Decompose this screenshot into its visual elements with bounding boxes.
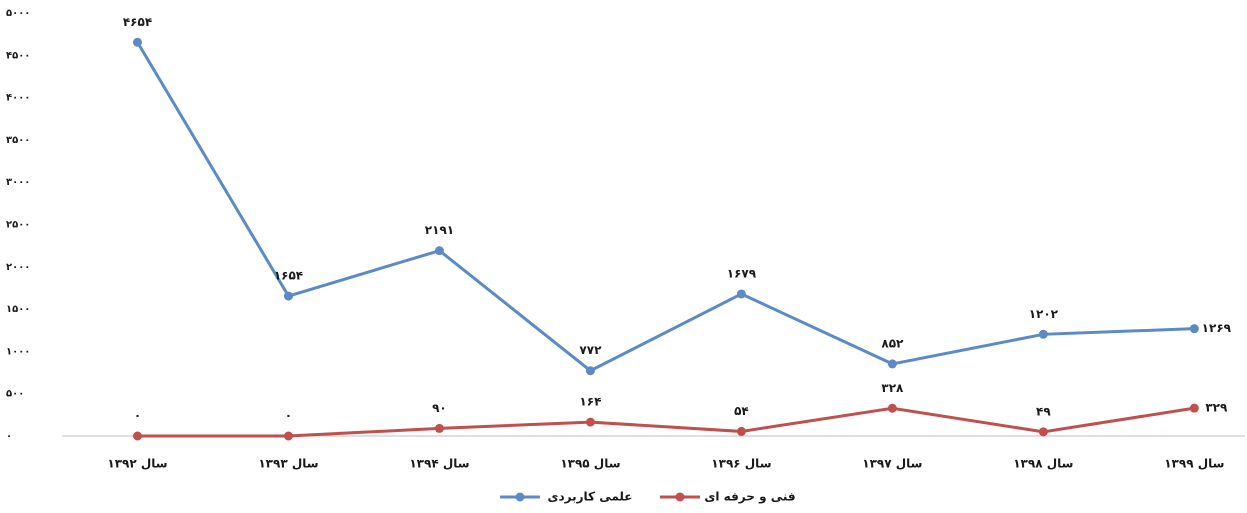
y-tick-label: ۴۰۰۰ [6,93,30,104]
x-tick-label: سال ۱۳۹۴ [409,457,469,471]
data-label: ۴۶۵۴ [123,15,152,29]
y-tick-label: ۱۵۰۰ [6,304,30,315]
y-tick-label: ۱۰۰۰ [6,346,30,357]
data-label: ۴۹ [1036,404,1051,418]
data-point [736,426,746,436]
data-point [585,366,595,376]
data-label: ۳۲۹ [1205,401,1228,415]
legend-marker [675,492,685,502]
data-point [1038,427,1048,437]
x-tick-label: سال ۱۳۹۵ [560,457,620,471]
y-tick-label: ۵۰۰ [6,389,24,400]
y-tick-label: ۳۵۰۰ [6,135,30,146]
data-point [283,291,293,301]
x-tick-label: سال ۱۳۹۶ [711,457,771,471]
data-label: ۸۵۲ [881,336,904,350]
x-tick-label: سال ۱۳۹۳ [258,457,318,471]
data-point [283,431,293,441]
series-line [136,41,1195,373]
data-point [1038,329,1048,339]
y-tick-label: ۵۰۰۰ [6,8,30,19]
data-point [736,289,746,299]
legend-marker [515,492,525,502]
y-tick-label: ۲۰۰۰ [6,262,30,273]
x-tick-label: سال ۱۳۹۸ [1013,457,1073,471]
data-label: ۵۴ [734,404,749,418]
data-point [133,431,142,441]
x-tick-label: سال ۱۳۹۹ [1164,457,1224,471]
data-point [133,37,142,47]
data-label: ۱۲۰۲ [1029,307,1059,321]
data-point [1189,403,1199,413]
data-point [887,403,897,413]
y-tick-label: ۴۵۰۰ [6,50,30,61]
data-label: ۱۶۷۹ [727,266,757,280]
data-label: ۷۷۲ [579,343,602,357]
data-label: ۱۶۵۴ [274,269,303,283]
data-label: ۳۲۸ [881,381,904,395]
y-tick-label: ۳۰۰۰ [6,177,30,188]
y-tick-label: ۰ [6,431,12,442]
data-label: ۱۶۴ [579,395,601,409]
data-point [434,246,444,256]
data-point [1189,324,1199,334]
data-label: ۹۰ [432,401,447,415]
x-tick-label: سال ۱۳۹۷ [862,457,922,471]
series-line [137,406,1195,438]
data-point [585,417,595,427]
data-label: ۰ [134,409,141,423]
legend-label: فنی و حرفه ای [704,490,795,505]
y-tick-label: ۲۵۰۰ [6,220,30,231]
data-label: ۱۲۶۹ [1202,321,1232,335]
x-tick-label: سال ۱۳۹۲ [107,457,167,471]
data-point [434,423,444,433]
legend-label: علمی کاربردی [548,490,633,504]
data-label: ۰ [285,409,292,423]
data-point [887,359,897,369]
data-label: ۲۱۹۱ [425,223,454,237]
